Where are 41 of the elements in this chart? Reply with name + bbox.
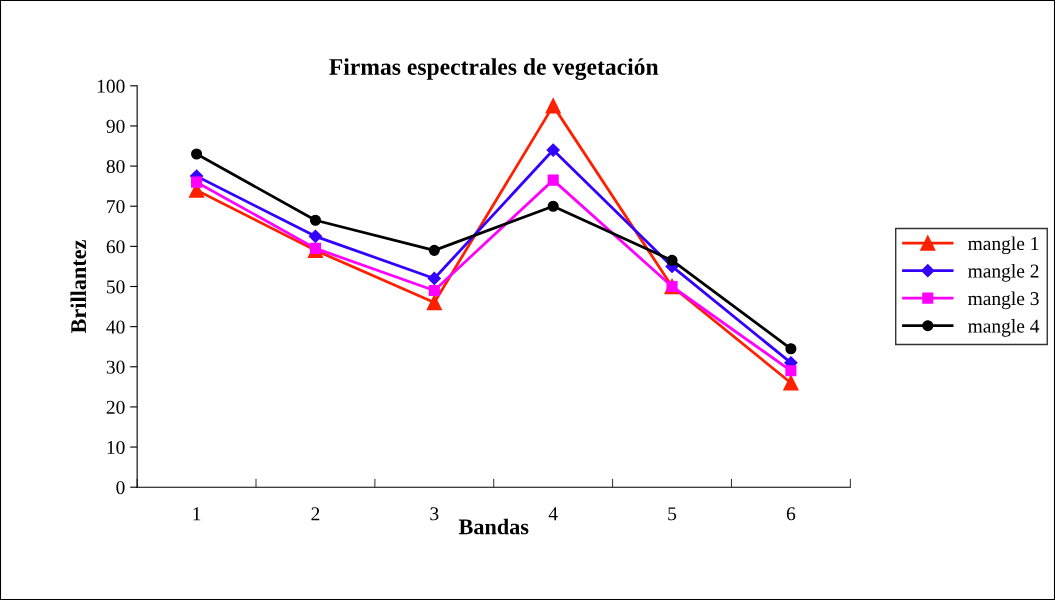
point xyxy=(666,254,678,266)
point xyxy=(191,176,203,188)
point xyxy=(428,244,440,256)
point xyxy=(427,271,441,286)
point xyxy=(547,200,559,212)
y-tick-label: 60 xyxy=(106,240,125,254)
y-tick-label: 10 xyxy=(107,440,125,454)
legend-label: mangle 4 xyxy=(968,319,1040,337)
x-tick-label: 1 xyxy=(193,507,201,521)
point xyxy=(191,148,203,160)
point xyxy=(547,174,559,186)
y-tick-label: 40 xyxy=(106,320,125,334)
x-tick-label: 2 xyxy=(311,507,320,521)
point xyxy=(546,143,560,157)
x-tick-label: 6 xyxy=(786,507,796,521)
x-tick-label: 3 xyxy=(430,507,439,521)
legend-label: mangle 1 xyxy=(968,236,1039,255)
x-tick-label: 5 xyxy=(668,507,677,521)
point xyxy=(785,365,797,377)
point xyxy=(785,343,797,355)
point xyxy=(309,214,322,226)
point xyxy=(428,284,440,297)
point xyxy=(426,294,442,311)
point xyxy=(545,98,561,114)
point xyxy=(309,242,322,254)
y-tick-label: 90 xyxy=(106,119,125,133)
legend-label: mangle 2 xyxy=(968,263,1039,282)
y-tick-label: 30 xyxy=(106,360,125,374)
y-tick-label: 0 xyxy=(116,481,125,495)
y-tick-label: 20 xyxy=(106,400,125,414)
x-axis-title: Bandas xyxy=(458,518,529,535)
y-tick-label: 50 xyxy=(107,280,125,294)
point xyxy=(783,375,799,391)
chart-title: Firmas espectrales de vegetación xyxy=(329,58,659,80)
y-tick-label: 80 xyxy=(106,159,125,174)
y-tick-label: 70 xyxy=(107,200,125,214)
point xyxy=(308,229,323,243)
y-axis-title: Brillantez xyxy=(70,240,87,334)
legend-label: mangle 3 xyxy=(968,291,1039,310)
x-tick-label: 4 xyxy=(548,507,558,521)
y-tick-label: 100 xyxy=(97,79,125,93)
